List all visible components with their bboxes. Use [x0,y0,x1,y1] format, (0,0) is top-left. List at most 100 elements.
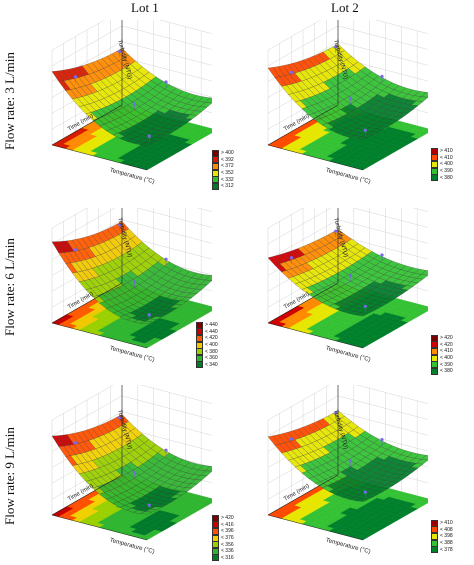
legend-swatch [431,367,438,375]
design-point [289,256,294,260]
legend-item: < 360 [196,354,218,362]
legend-item: < 400 [431,354,453,362]
surface-mesh-cell [355,312,369,317]
grid-line [51,208,116,245]
legend-item: > 420 [431,334,453,342]
legend-label: < 352 [221,170,234,177]
legend-swatch [212,176,219,184]
grid-line [356,385,428,404]
legend-swatch [431,160,438,168]
plot-group: Temperature (°C)Time (min)Turbidity (NTU… [267,20,428,186]
design-point [118,223,122,227]
surface-plot-flow-6-lot-1: Temperature (°C)Time (min)Turbidity (NTU… [51,208,212,363]
legend-item: < 396 [212,527,234,535]
floor-contour-cell [204,498,212,504]
grid-line [121,25,212,50]
grid-line [267,25,339,67]
legend-swatch [431,174,438,182]
design-point [73,441,78,445]
axis-line [51,514,148,541]
legend-swatch [196,348,203,356]
row-title-flow-3: Flow rate: 3 L/min [2,52,17,150]
legend-label: < 390 [440,361,453,368]
design-point [118,416,122,420]
legend-item: < 392 [212,156,234,164]
legend-label: < 400 [440,161,453,168]
axis-line [51,282,123,324]
axis-line [267,104,339,146]
legend-item: < 410 [431,347,453,355]
grid-line [413,208,428,212]
floor-contour-cell [420,498,428,504]
design-point [73,248,78,252]
legend-label: < 380 [440,368,453,375]
design-point [363,304,367,308]
legend-label: > 420 [221,515,234,522]
x-axis-label: Temperature (°C) [325,538,371,556]
legend-swatch [431,167,438,175]
axis-line [51,144,148,171]
design-point [380,438,384,442]
legend-label: < 360 [205,355,218,362]
legend-swatch [431,519,438,527]
grid-line [267,208,304,229]
design-point [147,134,151,138]
axis-line [51,322,148,349]
column-title-lot-1: Lot 1 [131,0,159,15]
grid-line [267,208,332,245]
grid-line [267,20,321,51]
legend-item: < 352 [212,169,234,177]
legend-item: < 336 [212,547,234,555]
legend-item: < 312 [212,182,234,190]
legend-label: < 410 [440,348,453,355]
surface-mesh-cell [139,142,153,146]
x-axis-label: Temperature (°C) [109,168,155,186]
design-point [289,70,294,75]
column-title-lot-2: Lot 2 [331,0,359,15]
legend-label: < 390 [440,168,453,175]
legend-item: < 420 [431,341,453,349]
legend-label: < 400 [440,355,453,362]
legend-swatch [212,514,219,522]
legend-swatch [431,341,438,349]
legend-swatch [196,328,203,336]
legend-swatch [212,527,219,535]
legend-item: < 400 [431,160,453,168]
grid-line [337,395,428,420]
legend-item: > 410 [431,519,453,527]
grid-line [353,208,428,228]
design-point [334,45,338,49]
legend-item: < 332 [212,176,234,184]
legend-swatch [431,546,438,554]
legend-item: > 400 [212,149,234,157]
legend-label: < 410 [440,154,453,161]
floor-contour-cell [204,306,212,312]
plot-group: Temperature (°C)Time (min)Turbidity (NTU… [51,20,212,186]
surface-mesh-cell [140,511,153,515]
floor-contour-cell [204,128,212,134]
grid-line [51,25,123,67]
legend-label: > 400 [221,150,234,157]
legend-label: < 440 [205,328,218,335]
axis-line [51,474,123,516]
legend-label: < 400 [205,342,218,349]
legend-label: > 440 [205,322,218,329]
design-point [334,229,338,233]
design-point [289,437,294,441]
legend-label: < 378 [440,546,453,553]
axis-line [267,282,339,324]
row-title-flow-9: Flow rate: 9 L/min [2,427,17,525]
surface-plot-flow-3-lot-1: Temperature (°C)Time (min)Turbidity (NTU… [51,20,212,186]
legend-label: < 376 [221,535,234,542]
legend-swatch [431,334,438,342]
legend-label: < 316 [221,554,234,561]
design-point [147,503,151,507]
design-point [363,490,367,494]
legend-swatch [212,156,219,164]
x-axis-label: Temperature (°C) [325,168,371,186]
design-point [147,313,151,317]
legend-flow-6-lot-1: > 440 < 440 < 420 < 400 < 380 < 360 < 340 [196,321,218,369]
design-point [132,280,137,284]
legend-swatch [431,147,438,155]
legend-flow-6-lot-2: > 420 < 420 < 410 < 400 < 390 < 380 [431,334,453,375]
